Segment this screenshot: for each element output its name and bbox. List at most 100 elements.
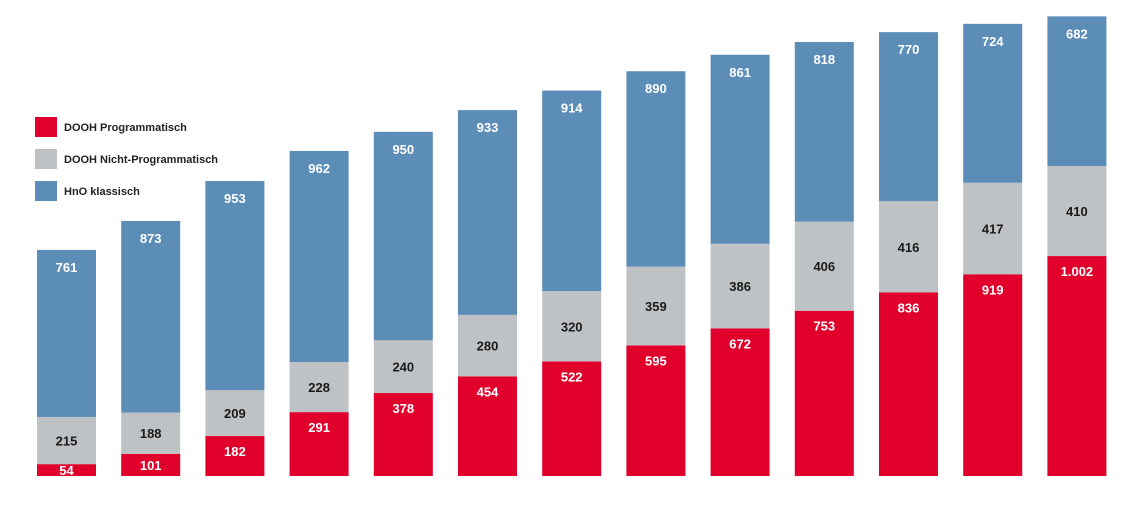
legend-label-dooh-nicht-programmatisch: DOOH Nicht-Programmatisch: [64, 154, 218, 166]
bar-segment-dooh-programmatisch-6: [458, 376, 517, 476]
bar-stack-3: 182 209 953: [205, 180, 265, 476]
data-label-dooh-nicht-programmatisch-3: 209: [224, 406, 246, 421]
bar-segment-hno-klassisch-3: [205, 180, 265, 391]
data-label-dooh-programmatisch-6: 454: [477, 384, 499, 399]
bar-segment-dooh-programmatisch-7: [542, 361, 602, 476]
bar-stack-11: 836 416 770: [879, 32, 938, 476]
data-label-dooh-nicht-programmatisch-10: 406: [813, 259, 835, 274]
data-label-dooh-programmatisch-10: 753: [813, 319, 835, 334]
data-label-hno-klassisch-10: 818: [813, 52, 835, 67]
data-label-dooh-nicht-programmatisch-12: 417: [982, 222, 1004, 237]
bar-segment-dooh-nicht-programmatisch-11: [879, 201, 938, 293]
bar-segment-dooh-nicht-programmatisch-6: [458, 314, 517, 377]
bar-stack-1: 54 215 761: [37, 249, 96, 478]
bar-segment-hno-klassisch-9: [710, 54, 770, 244]
data-label-hno-klassisch-9: 861: [729, 65, 751, 80]
bar-stack-9: 672 386 861: [710, 54, 770, 476]
bar-segment-hno-klassisch-4: [289, 150, 349, 363]
data-label-dooh-nicht-programmatisch-4: 228: [308, 380, 330, 395]
legend-item-hno-klassisch: HnO klassisch: [35, 181, 140, 201]
bar-segment-dooh-programmatisch-9: [710, 328, 770, 476]
bar-segment-hno-klassisch-11: [879, 32, 938, 202]
bar-segment-dooh-nicht-programmatisch-12: [963, 182, 1023, 275]
data-label-hno-klassisch-13: 682: [1066, 26, 1088, 41]
data-label-hno-klassisch-1: 761: [56, 260, 78, 275]
bar-segment-dooh-nicht-programmatisch-7: [542, 291, 602, 362]
bar-stack-8: 595 359 890: [626, 71, 686, 476]
bar-segment-dooh-programmatisch-4: [289, 412, 349, 476]
bar-stack-4: 291 228 962: [289, 150, 349, 476]
data-label-dooh-programmatisch-8: 595: [645, 353, 667, 368]
data-label-dooh-programmatisch-7: 522: [561, 369, 583, 384]
bar-segment-dooh-programmatisch-13: [1047, 256, 1107, 476]
bar-segment-dooh-nicht-programmatisch-5: [373, 340, 433, 394]
bar-segment-hno-klassisch-1: [37, 249, 96, 417]
bar-segment-dooh-programmatisch-8: [626, 345, 686, 476]
bar-segment-dooh-nicht-programmatisch-1: [37, 416, 96, 465]
bar-segment-dooh-programmatisch-2: [121, 453, 181, 476]
bar-segment-dooh-nicht-programmatisch-2: [121, 412, 181, 454]
data-label-hno-klassisch-3: 953: [224, 191, 246, 206]
bar-stack-5: 378 240 950: [373, 131, 433, 476]
bar-stack-13: 1.002 410 682: [1047, 16, 1107, 476]
bar-segment-dooh-nicht-programmatisch-10: [794, 221, 854, 311]
bar-segment-dooh-nicht-programmatisch-13: [1047, 166, 1107, 257]
bar-stack-10: 753 406 818: [794, 42, 854, 476]
bar-segment-hno-klassisch-2: [121, 220, 181, 413]
bar-segment-hno-klassisch-6: [458, 110, 517, 315]
legend-item-dooh-programmatisch: DOOH Programmatisch: [35, 117, 187, 137]
data-label-dooh-nicht-programmatisch-6: 280: [477, 339, 499, 354]
bar-stack-6: 454 280 933: [458, 110, 517, 476]
data-label-dooh-nicht-programmatisch-1: 215: [56, 434, 78, 449]
data-label-dooh-programmatisch-4: 291: [308, 420, 330, 435]
bar-segment-hno-klassisch-13: [1047, 16, 1107, 167]
data-label-dooh-nicht-programmatisch-7: 320: [561, 319, 583, 334]
bar-stack-12: 919 417 724: [963, 23, 1023, 476]
bar-stack-2: 101 188 873: [121, 220, 181, 476]
data-label-dooh-nicht-programmatisch-9: 386: [729, 279, 751, 294]
data-label-hno-klassisch-5: 950: [392, 142, 414, 157]
bar-segment-dooh-programmatisch-1: [37, 464, 96, 476]
legend-swatch-dooh-programmatisch: [35, 117, 57, 137]
data-label-dooh-programmatisch-1: 54: [59, 463, 74, 478]
bar-segment-dooh-nicht-programmatisch-9: [710, 243, 770, 329]
legend-swatch-dooh-nicht-programmatisch: [35, 149, 57, 169]
data-label-hno-klassisch-6: 933: [477, 120, 499, 135]
data-label-hno-klassisch-4: 962: [308, 161, 330, 176]
data-label-dooh-programmatisch-5: 378: [392, 401, 414, 416]
bar-segment-dooh-programmatisch-3: [205, 436, 265, 476]
legend-label-hno-klassisch: HnO klassisch: [64, 186, 140, 198]
data-label-dooh-nicht-programmatisch-2: 188: [140, 426, 162, 441]
data-label-dooh-programmatisch-12: 919: [982, 282, 1004, 297]
data-label-dooh-nicht-programmatisch-13: 410: [1066, 204, 1088, 219]
bar-segment-dooh-programmatisch-11: [879, 292, 938, 476]
data-label-dooh-programmatisch-11: 836: [898, 300, 920, 315]
data-label-hno-klassisch-8: 890: [645, 81, 667, 96]
data-label-dooh-nicht-programmatisch-8: 359: [645, 299, 667, 314]
bar-segment-dooh-nicht-programmatisch-8: [626, 266, 686, 346]
data-label-dooh-nicht-programmatisch-5: 240: [392, 360, 414, 375]
legend-swatch-hno-klassisch: [35, 181, 57, 201]
bar-segment-hno-klassisch-7: [542, 90, 602, 292]
legend: DOOH Programmatisch DOOH Nicht-Programmat…: [35, 117, 218, 201]
bar-segment-dooh-programmatisch-5: [373, 393, 433, 476]
bars-layer: 54 215 761 101 188 873 182 209 953 291 228 962 378 24…: [37, 16, 1107, 478]
data-label-dooh-programmatisch-13: 1.002: [1061, 264, 1094, 279]
bar-segment-hno-klassisch-5: [373, 131, 433, 341]
bar-segment-hno-klassisch-10: [794, 42, 854, 222]
legend-item-dooh-nicht-programmatisch: DOOH Nicht-Programmatisch: [35, 149, 218, 169]
data-label-dooh-nicht-programmatisch-11: 416: [898, 240, 920, 255]
bar-segment-hno-klassisch-8: [626, 71, 686, 267]
data-label-hno-klassisch-11: 770: [898, 42, 920, 57]
data-label-dooh-programmatisch-3: 182: [224, 444, 246, 459]
data-label-hno-klassisch-7: 914: [561, 101, 583, 116]
bar-stack-7: 522 320 914: [542, 90, 602, 476]
bar-segment-dooh-programmatisch-12: [963, 274, 1023, 476]
data-label-dooh-programmatisch-2: 101: [140, 458, 162, 473]
legend-label-dooh-programmatisch: DOOH Programmatisch: [64, 122, 187, 134]
data-label-hno-klassisch-2: 873: [140, 231, 162, 246]
bar-segment-dooh-programmatisch-10: [794, 310, 854, 476]
bar-segment-dooh-nicht-programmatisch-3: [205, 390, 265, 437]
